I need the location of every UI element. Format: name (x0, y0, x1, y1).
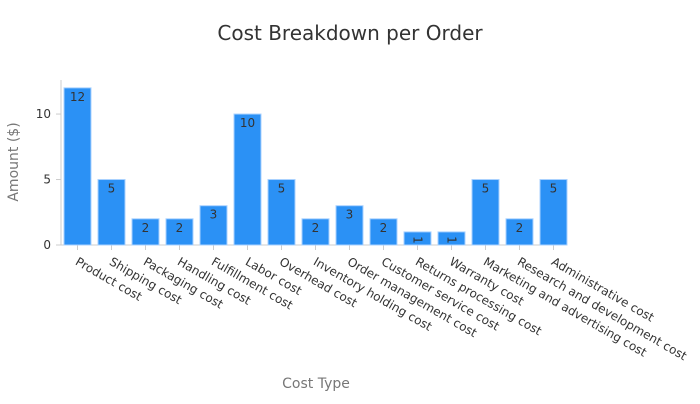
data-label: 5 (482, 182, 490, 196)
data-label: 3 (346, 208, 354, 222)
bar (97, 179, 126, 246)
bar (267, 179, 296, 246)
chart-title: Cost Breakdown per Order (217, 21, 483, 45)
data-label: 5 (108, 182, 116, 196)
data-label: 2 (380, 221, 388, 235)
data-labels: 12 5 2 2 3 10 5 2 3 2 1 1 5 2 5 (70, 90, 557, 244)
x-axis-label: Cost Type (282, 376, 350, 392)
data-label: 2 (516, 221, 524, 235)
data-label: 1 (411, 236, 425, 244)
y-tick-label: 10 (36, 107, 51, 121)
data-label: 2 (142, 221, 150, 235)
bar (199, 205, 228, 246)
data-label: 2 (176, 221, 184, 235)
data-label: 1 (445, 236, 459, 244)
bar (471, 179, 500, 246)
bar (233, 113, 262, 246)
data-label: 10 (240, 116, 255, 130)
bar (131, 218, 160, 246)
data-label: 3 (210, 208, 218, 222)
bar (301, 218, 330, 246)
x-axis (61, 244, 567, 250)
bar (369, 218, 398, 246)
bar (539, 179, 568, 246)
data-label: 2 (312, 221, 320, 235)
bar (437, 231, 466, 246)
bar (505, 218, 534, 246)
bar (165, 218, 194, 246)
category-label: Research and development cost (515, 254, 690, 363)
bar (335, 205, 364, 246)
data-label: 5 (278, 182, 286, 196)
bar (63, 87, 92, 246)
bars (63, 87, 568, 246)
bar (403, 231, 432, 246)
y-axis-label: Amount ($) (6, 122, 22, 201)
data-label: 12 (70, 90, 85, 104)
y-axis: 0 5 10 (36, 80, 62, 252)
data-label: 5 (550, 182, 558, 196)
y-tick-label: 5 (43, 173, 51, 187)
y-tick-label: 0 (43, 238, 51, 252)
